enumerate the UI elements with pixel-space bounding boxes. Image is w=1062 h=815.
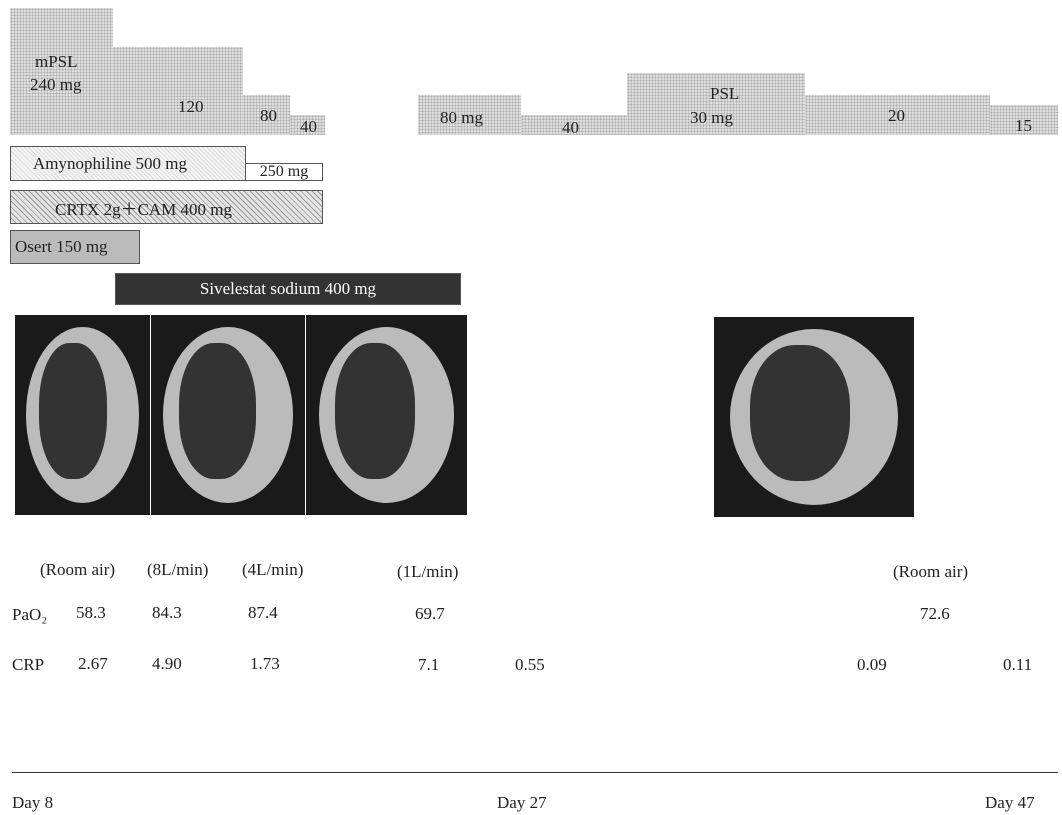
dose-label: 240 mg [30,75,81,95]
dose-label: 15 [1015,116,1032,136]
value: 7.1 [418,655,439,675]
oxygen-label: (Room air) [40,560,115,580]
drug-label: 250 mg [260,163,308,181]
clinical-course: mPSL 240 mg 120 80 40 80 mg 40 PSL 30 mg… [0,0,1062,815]
value: 87.4 [248,603,278,623]
value: 0.55 [515,655,545,675]
day-label: Day 8 [12,793,53,813]
oxygen-label: (4L/min) [242,560,303,580]
drug-bar: 250 mg [245,163,323,181]
dose-label: 120 [178,97,204,117]
drug-label: Sivelestat sodium 400 mg [200,279,376,299]
drug-label: PSL [710,84,739,104]
ct-image [306,315,467,515]
drug-bar: Sivelestat sodium 400 mg [115,273,461,305]
drug-label: CRTX 2g＋CAM 400 mg [55,195,232,220]
drug-bar: Amynophiline 500 mg [10,146,246,181]
value: 1.73 [250,654,280,674]
oxygen-label: (1L/min) [397,562,458,582]
dose-label: 20 [888,106,905,126]
value: 4.90 [152,654,182,674]
ct-image [151,315,305,515]
dose-label: 40 [562,118,579,138]
value: 2.67 [78,654,108,674]
drug-label: Osert 150 mg [15,237,108,257]
dose-label: 80 mg [440,108,483,128]
value: 58.3 [76,603,106,623]
value: 84.3 [152,603,182,623]
drug-label: Amynophiline 500 mg [33,154,187,174]
day-label: Day 47 [985,793,1035,813]
row-label: PaO₂ [12,605,47,625]
day-label: Day 27 [497,793,547,813]
timeline-axis [12,772,1058,773]
drug-label: mPSL [35,52,78,72]
value: 0.11 [1003,655,1032,675]
value: 72.6 [920,604,950,624]
ct-image [714,317,914,517]
dose-label: 30 mg [690,108,733,128]
oxygen-label: (Room air) [893,562,968,582]
drug-bar: CRTX 2g＋CAM 400 mg [10,190,323,224]
dose-block [113,47,243,135]
drug-bar: Osert 150 mg [10,230,140,264]
dose-label: 80 [260,106,277,126]
dose-label: 40 [300,117,317,137]
value: 0.09 [857,655,887,675]
value: 69.7 [415,604,445,624]
oxygen-label: (8L/min) [147,560,208,580]
row-label: CRP [12,655,44,675]
ct-image [15,315,150,515]
